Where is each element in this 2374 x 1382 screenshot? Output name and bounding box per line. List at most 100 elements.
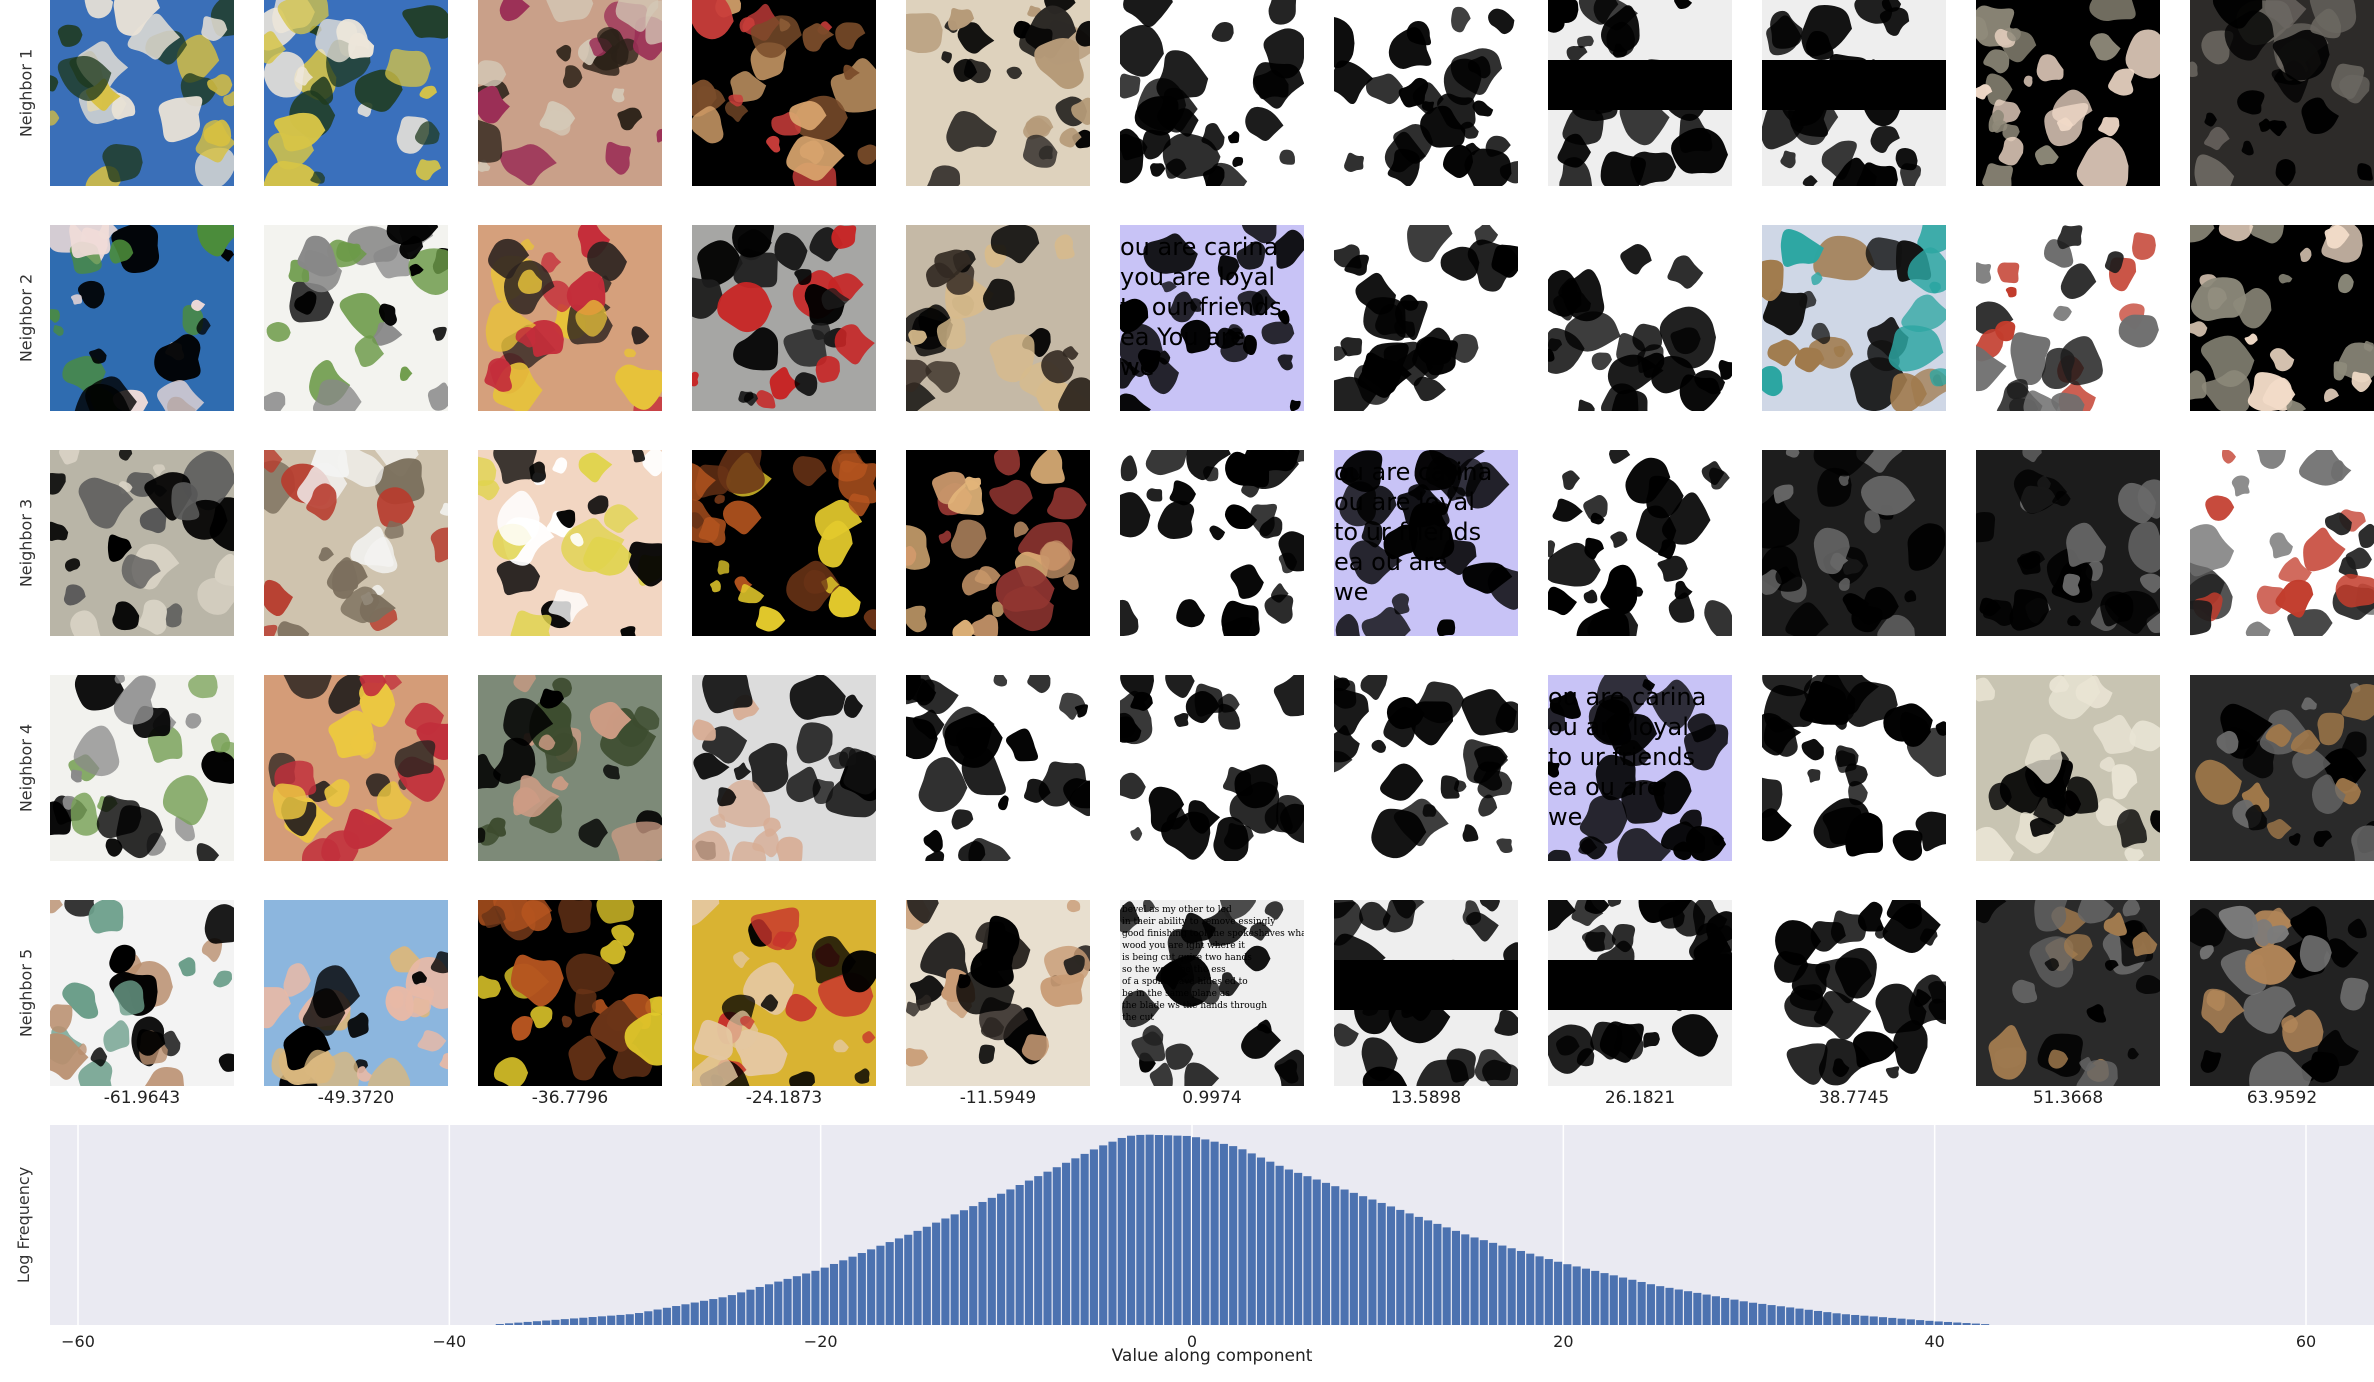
column-value-label: 51.3668 [2032, 1088, 2104, 1108]
water-slide-photo [50, 0, 234, 186]
party-woman-photo [478, 225, 662, 411]
histogram-bar [1127, 1135, 1136, 1325]
pug-photo [906, 225, 1090, 411]
histogram-bar [1359, 1196, 1368, 1325]
histogram-bar [1535, 1256, 1544, 1325]
water-slide-photo-thumbnail [50, 0, 234, 186]
column-value-label: 38.7745 [1818, 1088, 1890, 1108]
banded-mask-pattern [1548, 0, 1732, 186]
histogram-bar [1804, 1309, 1813, 1325]
bride-photo [264, 450, 448, 636]
histogram-bar [1043, 1171, 1052, 1325]
histogram-bar [829, 1263, 839, 1325]
histogram-bar [774, 1281, 783, 1325]
white-mask-pattern-thumbnail [1334, 0, 1518, 186]
dark-scene-photo-thumbnail [1976, 0, 2160, 186]
histogram-bar [1034, 1176, 1043, 1325]
histogram-bar [1414, 1216, 1423, 1325]
histogram-bar [1767, 1305, 1776, 1325]
column-value-label: -49.3720 [317, 1088, 395, 1108]
histogram-bar [1609, 1275, 1618, 1325]
histogram-bar [1943, 1321, 1953, 1325]
histogram-bar [1869, 1316, 1878, 1325]
histogram-bar [1015, 1185, 1024, 1325]
x-tick-label: 0 [1187, 1332, 1197, 1351]
white-mask-pattern-thumbnail [1548, 225, 1732, 411]
histogram-bar [1906, 1319, 1915, 1325]
histogram-bar [1062, 1162, 1071, 1325]
histogram-bar [1052, 1167, 1061, 1325]
histogram-bar [1962, 1323, 1971, 1325]
histogram-bar [1312, 1179, 1321, 1325]
banded-mask-pattern-thumbnail [1334, 900, 1518, 1086]
histogram-bar [588, 1317, 597, 1325]
dark-fruit-photo [478, 900, 662, 1086]
dj-deck-photo-thumbnail [1976, 225, 2160, 411]
histogram-bar [1173, 1135, 1182, 1325]
text-page-photo: ou are carina you are loyal to our friends… [1120, 225, 1304, 411]
histogram-bar [1386, 1206, 1396, 1325]
histogram-bar [783, 1278, 792, 1325]
histogram-bar [1247, 1153, 1256, 1325]
histogram-x-ticks: −60 −40 −20 0 20 40 60 [61, 1332, 2316, 1351]
histogram-bar [1377, 1202, 1386, 1325]
histogram-bar [1080, 1153, 1089, 1325]
histogram-bar [514, 1322, 523, 1325]
histogram-bar [727, 1295, 736, 1325]
histogram-bar [709, 1299, 718, 1325]
histogram-bar [1832, 1313, 1841, 1325]
histogram-bar [1108, 1141, 1117, 1325]
histogram-bar [551, 1319, 560, 1325]
histogram-bar [1749, 1302, 1758, 1325]
masked-pug-photo-thumbnail [692, 0, 876, 186]
x-tick-label: 40 [1924, 1332, 1944, 1351]
stereo-photo-thumbnail [1976, 900, 2160, 1086]
x-axis-label: Value along component [1112, 1346, 1313, 1366]
elephant-statue-photo-thumbnail [50, 675, 234, 861]
tuxedo-man-photo-thumbnail [692, 675, 876, 861]
histogram-bar [811, 1270, 820, 1325]
histogram-bar [1340, 1189, 1349, 1325]
masked-pug-photo-thumbnail [692, 900, 876, 1086]
book-page-photo-thumbnail: bevel as my other to led in their ability… [1120, 900, 1304, 1086]
column-value-label: 13.5898 [1390, 1088, 1462, 1108]
hand-water-photo [50, 225, 234, 411]
histogram-bar [653, 1309, 662, 1325]
histogram-bar [1089, 1149, 1098, 1325]
column-value-label: -61.9643 [103, 1088, 181, 1108]
text-page-photo-thumbnail: ou are carina you are loyal to our friends… [1120, 225, 1304, 411]
histogram-bar [755, 1286, 764, 1325]
histogram-bar [690, 1302, 699, 1325]
masked-pug-photo [692, 900, 876, 1086]
thumbnail-caption: ou are carina you are loyal to our friends… [1120, 233, 1282, 381]
thumbnail-caption: ou are carina ou are loyal to ur friends ea… [1334, 458, 1492, 606]
elephant-statue-photo-thumbnail [264, 225, 448, 411]
histogram-bar [839, 1260, 848, 1325]
histogram-bar [1229, 1146, 1238, 1325]
histogram-bar [913, 1230, 922, 1325]
car-console-photo [2190, 900, 2374, 1086]
histogram-bar [1758, 1303, 1767, 1325]
stereo-photo [1976, 450, 2160, 636]
elephant-statue-photo [264, 225, 448, 411]
white-mask-pattern [1120, 450, 1304, 636]
histogram-bar [746, 1289, 755, 1325]
white-mask-pattern-thumbnail [1334, 225, 1518, 411]
sunhat-woman-photo [264, 900, 448, 1086]
shelf-photo [1976, 675, 2160, 861]
banded-mask-pattern-thumbnail [1548, 0, 1732, 186]
histogram-bar [1860, 1315, 1869, 1325]
party-woman-photo [264, 675, 448, 861]
histogram-bar [1294, 1172, 1303, 1325]
text-page-photo: ou are carina ou are loyal to ur friends ea… [1548, 675, 1732, 861]
party-woman-photo-thumbnail [478, 225, 662, 411]
histogram-bar [1776, 1306, 1785, 1325]
histogram-bar [1554, 1261, 1563, 1325]
histogram-bar [1693, 1292, 1702, 1325]
tuxedo-man-photo [692, 675, 876, 861]
dj-deck-photo [2190, 450, 2374, 636]
x-tick-label: 60 [2296, 1332, 2316, 1351]
masked-pug-photo-thumbnail [906, 450, 1090, 636]
histogram-bar [764, 1284, 774, 1325]
histogram-bar [662, 1307, 671, 1325]
